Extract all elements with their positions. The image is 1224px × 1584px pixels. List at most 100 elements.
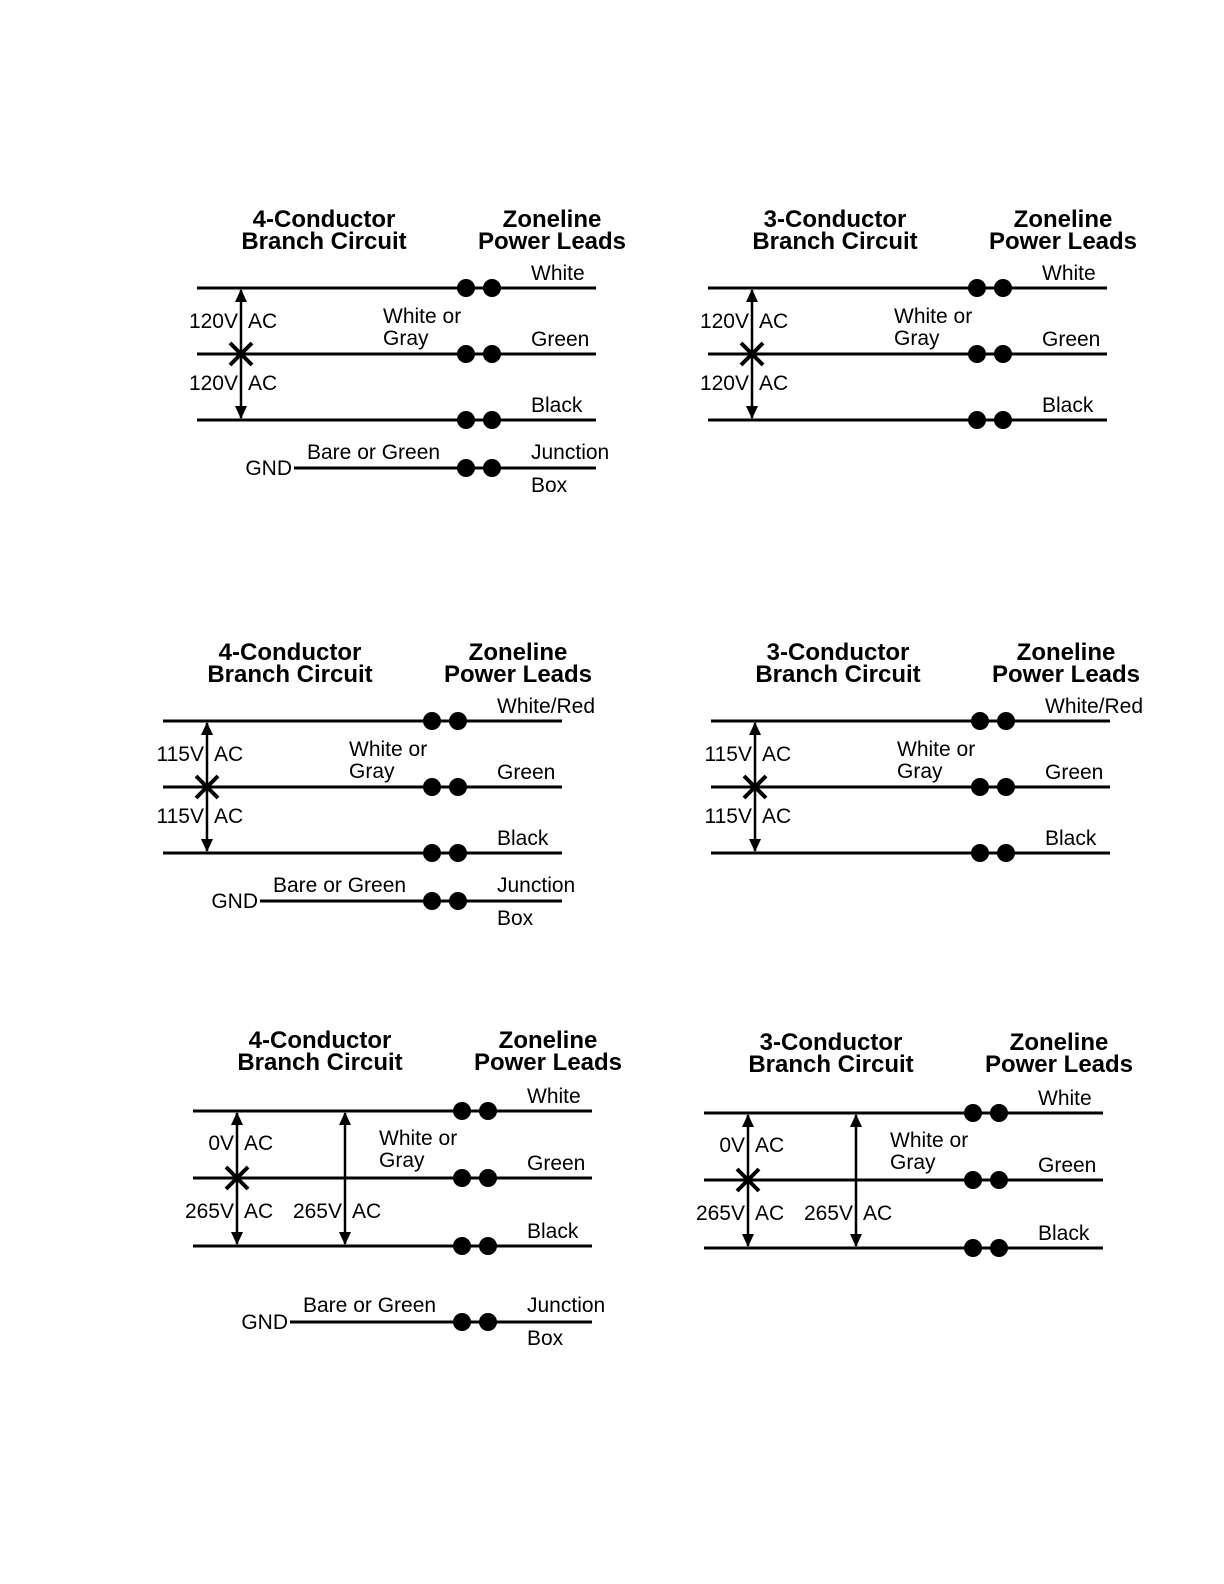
lead-label-bottom: Black xyxy=(531,394,583,417)
neutral-note-line2: Gray xyxy=(383,327,429,350)
leads-title-line2: Power Leads xyxy=(985,1051,1133,1078)
wire-nut-icon xyxy=(994,411,1012,429)
voltage-upper-unit: AC xyxy=(759,310,788,333)
arrow-down-icon xyxy=(201,839,213,852)
voltage-upper-unit: AC xyxy=(762,743,791,766)
voltage-upper: 115V xyxy=(705,743,753,766)
wire-nut-icon xyxy=(997,778,1015,796)
voltage-lower: 120V xyxy=(700,372,749,395)
leads-title-line2: Power Leads xyxy=(474,1049,622,1076)
leads-title-line2: Power Leads xyxy=(992,661,1140,688)
wire-nut-icon xyxy=(990,1171,1008,1189)
voltage-lower: 115V xyxy=(705,805,753,828)
wire-nut-icon xyxy=(964,1239,982,1257)
branch-title-line1: 3-Conductor xyxy=(760,1029,903,1056)
voltage-lower-unit: AC xyxy=(214,805,243,828)
diagram-120v-3-conductor: 3-Conductor Branch Circuit Zoneline Powe… xyxy=(700,206,1137,429)
voltage-second-unit: AC xyxy=(863,1202,892,1225)
ground-wire-note: Bare or Green xyxy=(307,441,440,464)
line-cross-x-icon xyxy=(742,774,768,800)
line-cross-x-icon xyxy=(228,341,254,367)
wire-nut-icon xyxy=(968,279,986,297)
lead-label-top: White/Red xyxy=(1045,695,1143,718)
voltage-upper: 0V xyxy=(719,1134,745,1157)
leads-title-line1: Zoneline xyxy=(499,1027,598,1054)
neutral-note-line1: White or xyxy=(349,738,427,761)
arrow-down-icon xyxy=(231,1232,243,1245)
lead-label-bottom: Black xyxy=(527,1220,579,1243)
voltage-upper: 115V xyxy=(157,743,205,766)
line-cross-x-icon xyxy=(735,1167,761,1193)
wire-nut-icon xyxy=(479,1237,497,1255)
arrow-up-icon xyxy=(749,722,761,735)
wire-nut-icon xyxy=(994,279,1012,297)
lead-label-bottom: Black xyxy=(1042,394,1094,417)
lead-label-middle: Green xyxy=(531,328,589,351)
wire-nut-icon xyxy=(423,712,441,730)
wire-nut-icon xyxy=(453,1169,471,1187)
voltage-lower-unit: AC xyxy=(759,372,788,395)
wire-nut-icon xyxy=(449,712,467,730)
branch-title-line1: 3-Conductor xyxy=(764,206,907,233)
junction-box-label-line1: Junction xyxy=(527,1294,605,1317)
junction-box-label-line2: Box xyxy=(531,474,568,497)
voltage-upper-unit: AC xyxy=(248,310,277,333)
wire-nut-icon xyxy=(971,778,989,796)
voltage-lower: 115V xyxy=(157,805,205,828)
wire-nut-icon xyxy=(964,1171,982,1189)
neutral-note-line1: White or xyxy=(897,738,975,761)
lead-label-bottom: Black xyxy=(497,827,549,850)
arrow-down-icon xyxy=(235,406,247,419)
junction-box-label-line2: Box xyxy=(497,907,534,930)
wire-nut-icon xyxy=(483,345,501,363)
ground-wire-note: Bare or Green xyxy=(303,1294,436,1317)
lead-label-bottom: Black xyxy=(1045,827,1097,850)
branch-title-line1: 3-Conductor xyxy=(767,639,910,666)
voltage-second: 265V xyxy=(804,1202,853,1225)
junction-box-label-line1: Junction xyxy=(497,874,575,897)
arrow-down-icon xyxy=(749,839,761,852)
neutral-note-line2: Gray xyxy=(897,760,943,783)
voltage-second-unit: AC xyxy=(352,1200,381,1223)
wire-nut-icon xyxy=(483,459,501,477)
lead-label-middle: Green xyxy=(1038,1154,1096,1177)
voltage-lower-unit: AC xyxy=(248,372,277,395)
leads-title-line1: Zoneline xyxy=(1010,1029,1109,1056)
ground-label: GND xyxy=(241,1311,288,1334)
wire-nut-icon xyxy=(483,411,501,429)
lead-label-top: White xyxy=(1038,1087,1092,1110)
wire-nut-icon xyxy=(457,459,475,477)
wire-nut-icon xyxy=(457,279,475,297)
voltage-upper: 120V xyxy=(189,310,238,333)
leads-title-line1: Zoneline xyxy=(469,639,568,666)
wire-nut-icon xyxy=(997,712,1015,730)
voltage-second: 265V xyxy=(293,1200,342,1223)
voltage-lower: 265V xyxy=(696,1202,745,1225)
wire-nut-icon xyxy=(990,1104,1008,1122)
wire-nut-icon xyxy=(997,844,1015,862)
ground-label: GND xyxy=(245,457,292,480)
arrow-down-icon xyxy=(339,1232,351,1245)
arrow-up-icon xyxy=(231,1112,243,1125)
branch-title-line2: Branch Circuit xyxy=(237,1049,402,1076)
neutral-note-line2: Gray xyxy=(894,327,940,350)
lead-label-top: White xyxy=(527,1085,581,1108)
diagram-115v-4-conductor: 4-Conductor Branch Circuit Zoneline Powe… xyxy=(157,639,596,930)
leads-title-line2: Power Leads xyxy=(444,661,592,688)
wire-nut-icon xyxy=(449,778,467,796)
leads-title-line1: Zoneline xyxy=(1014,206,1113,233)
lead-label-middle: Green xyxy=(527,1152,585,1175)
wire-nut-icon xyxy=(968,411,986,429)
voltage-lower: 120V xyxy=(189,372,238,395)
voltage-lower: 265V xyxy=(185,1200,234,1223)
neutral-note-line2: Gray xyxy=(349,760,395,783)
voltage-lower-unit: AC xyxy=(762,805,791,828)
lead-label-middle: Green xyxy=(1042,328,1100,351)
wire-nut-icon xyxy=(968,345,986,363)
wire-nut-icon xyxy=(479,1102,497,1120)
wire-nut-icon xyxy=(423,892,441,910)
branch-title-line2: Branch Circuit xyxy=(755,661,920,688)
wire-nut-icon xyxy=(483,279,501,297)
wire-nut-icon xyxy=(457,345,475,363)
